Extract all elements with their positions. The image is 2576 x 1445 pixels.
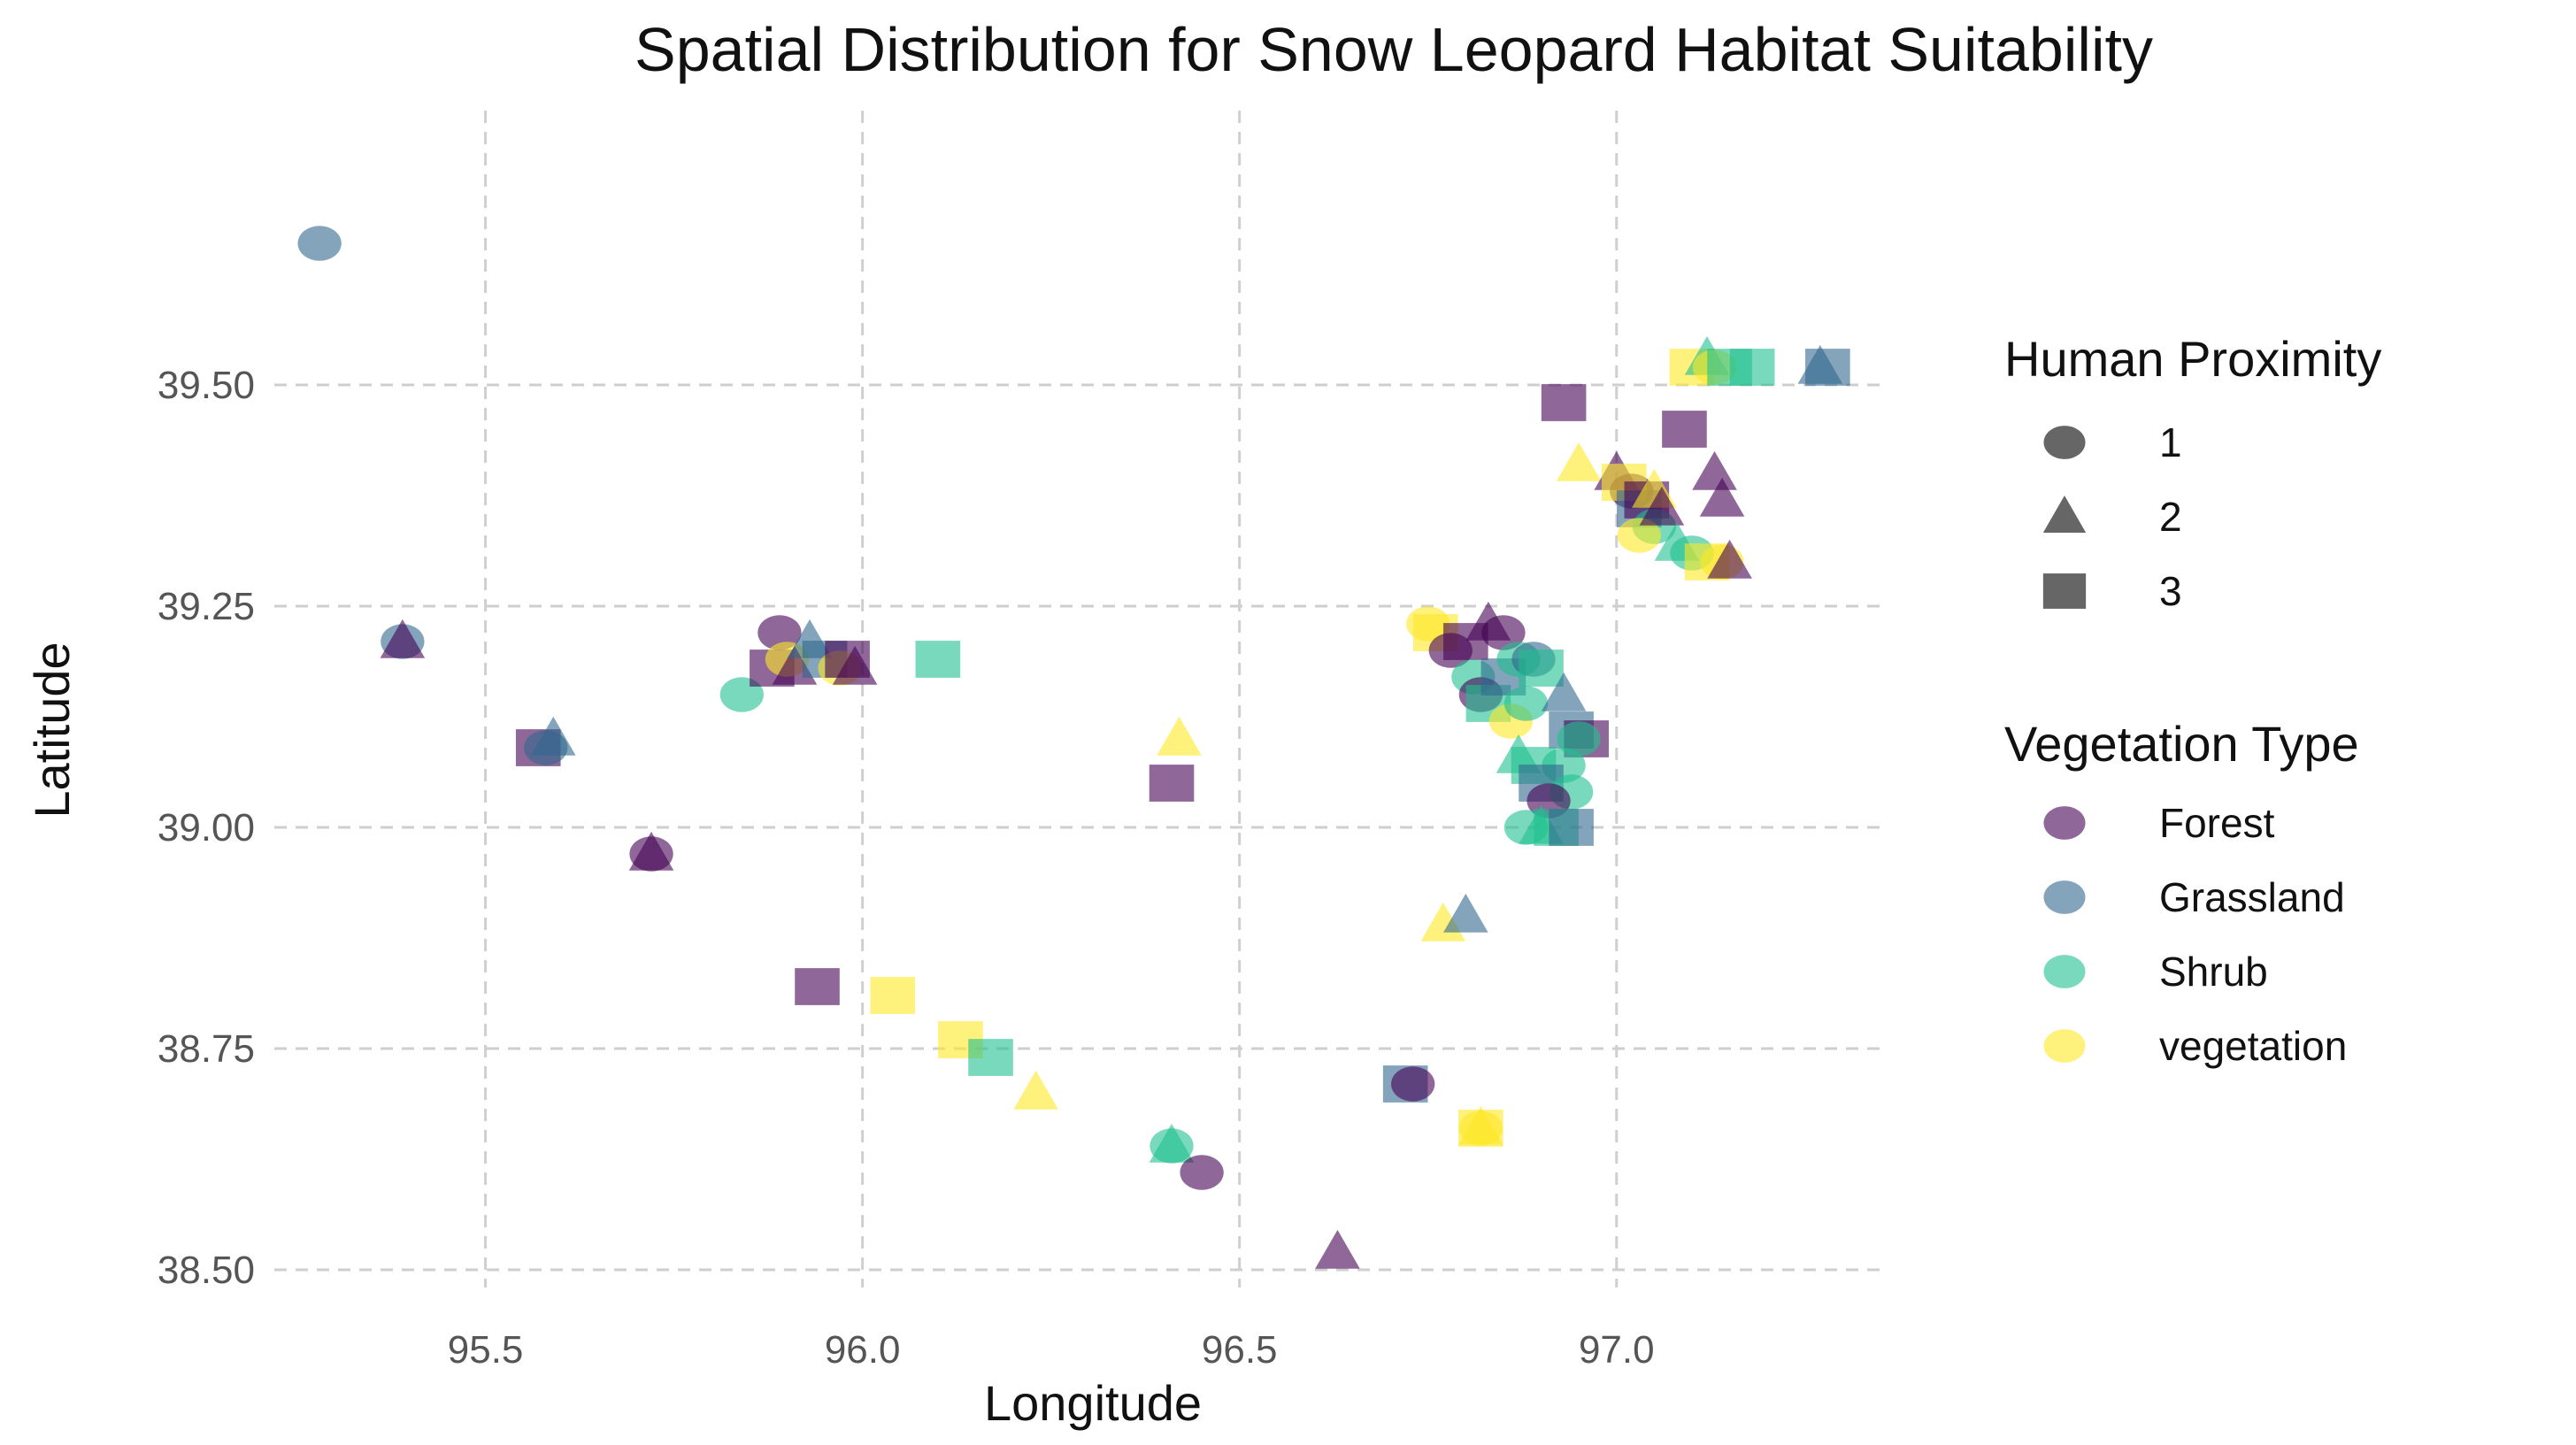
data-point (628, 831, 674, 871)
data-point (1180, 1155, 1224, 1190)
data-point (1556, 442, 1602, 481)
legend-color-title: Vegetation Type (2004, 716, 2359, 772)
data-point (1549, 809, 1594, 846)
y-tick-label: 39.00 (158, 806, 255, 849)
legend-color-swatch-icon (2043, 806, 2086, 840)
legend-shape-label: 3 (2159, 568, 2182, 614)
data-point (1541, 672, 1587, 711)
legend-color-swatch-icon (2043, 1029, 2086, 1063)
data-point (1557, 721, 1601, 757)
data-point (1503, 686, 1549, 721)
legend-human-proximity: Human Proximity 1 2 3 (2004, 331, 2381, 614)
data-point (1013, 1070, 1058, 1110)
y-axis-title: Latitude (24, 642, 80, 818)
data-point (1391, 1066, 1435, 1102)
legend-color-label: Forest (2159, 800, 2275, 846)
data-point (915, 641, 961, 678)
data-point (1443, 893, 1488, 933)
data-points (297, 226, 1850, 1269)
data-point (297, 226, 342, 261)
legend-color-label: Shrub (2159, 949, 2268, 995)
data-point (1519, 649, 1564, 687)
legend-shape-circle-icon (2043, 426, 2086, 459)
data-point (1481, 615, 1526, 650)
data-point (795, 968, 840, 1005)
legend-shape-label: 1 (2159, 419, 2182, 465)
data-point (530, 716, 576, 756)
y-tick-label: 39.50 (158, 364, 255, 407)
grid-lines (274, 111, 1880, 1287)
data-point (1149, 1123, 1195, 1163)
legend-color-swatch-icon (2043, 955, 2086, 988)
y-tick-label: 38.50 (158, 1249, 255, 1292)
legend-shape-title: Human Proximity (2004, 331, 2381, 387)
x-tick-label: 95.5 (448, 1328, 524, 1372)
chart-title: Spatial Distribution for Snow Leopard Ha… (634, 15, 2153, 84)
x-tick-label: 96.0 (825, 1328, 901, 1372)
data-point (380, 619, 426, 658)
x-axis-ticks: 95.5 96.0 96.5 97.0 (448, 1328, 1655, 1372)
data-point (1699, 477, 1745, 517)
data-point (1541, 384, 1587, 421)
data-point (1458, 1110, 1503, 1147)
legend-shape-square-icon (2042, 573, 2087, 609)
legend-shape-label: 2 (2159, 494, 2182, 540)
data-point (968, 1039, 1013, 1076)
x-tick-label: 97.0 (1579, 1328, 1655, 1372)
x-axis-title: Longitude (984, 1375, 1202, 1431)
data-point (1805, 349, 1850, 386)
data-point (757, 615, 802, 650)
y-tick-label: 39.25 (158, 585, 255, 628)
legend-color-label: Grassland (2159, 874, 2345, 920)
legend-vegetation-type: Vegetation Type Forest Grassland Shrub vege… (2004, 716, 2359, 1069)
data-point (832, 645, 878, 685)
data-point (1315, 1229, 1360, 1269)
data-point (1157, 716, 1202, 756)
data-point (1707, 539, 1752, 579)
data-point (1729, 349, 1775, 386)
legend-shape-triangle-icon (2042, 496, 2087, 533)
data-point (1692, 450, 1737, 490)
legend-color-label: vegetation (2159, 1023, 2347, 1069)
data-point (1617, 518, 1661, 553)
data-point (870, 977, 916, 1014)
y-axis-ticks: 38.50 38.75 39.00 39.25 39.50 (158, 364, 255, 1292)
y-tick-label: 38.75 (158, 1027, 255, 1071)
x-tick-label: 96.5 (1202, 1328, 1278, 1372)
data-point (1149, 765, 1195, 802)
data-point (1639, 486, 1685, 526)
legend-color-swatch-icon (2043, 880, 2086, 914)
data-point (1662, 411, 1707, 448)
